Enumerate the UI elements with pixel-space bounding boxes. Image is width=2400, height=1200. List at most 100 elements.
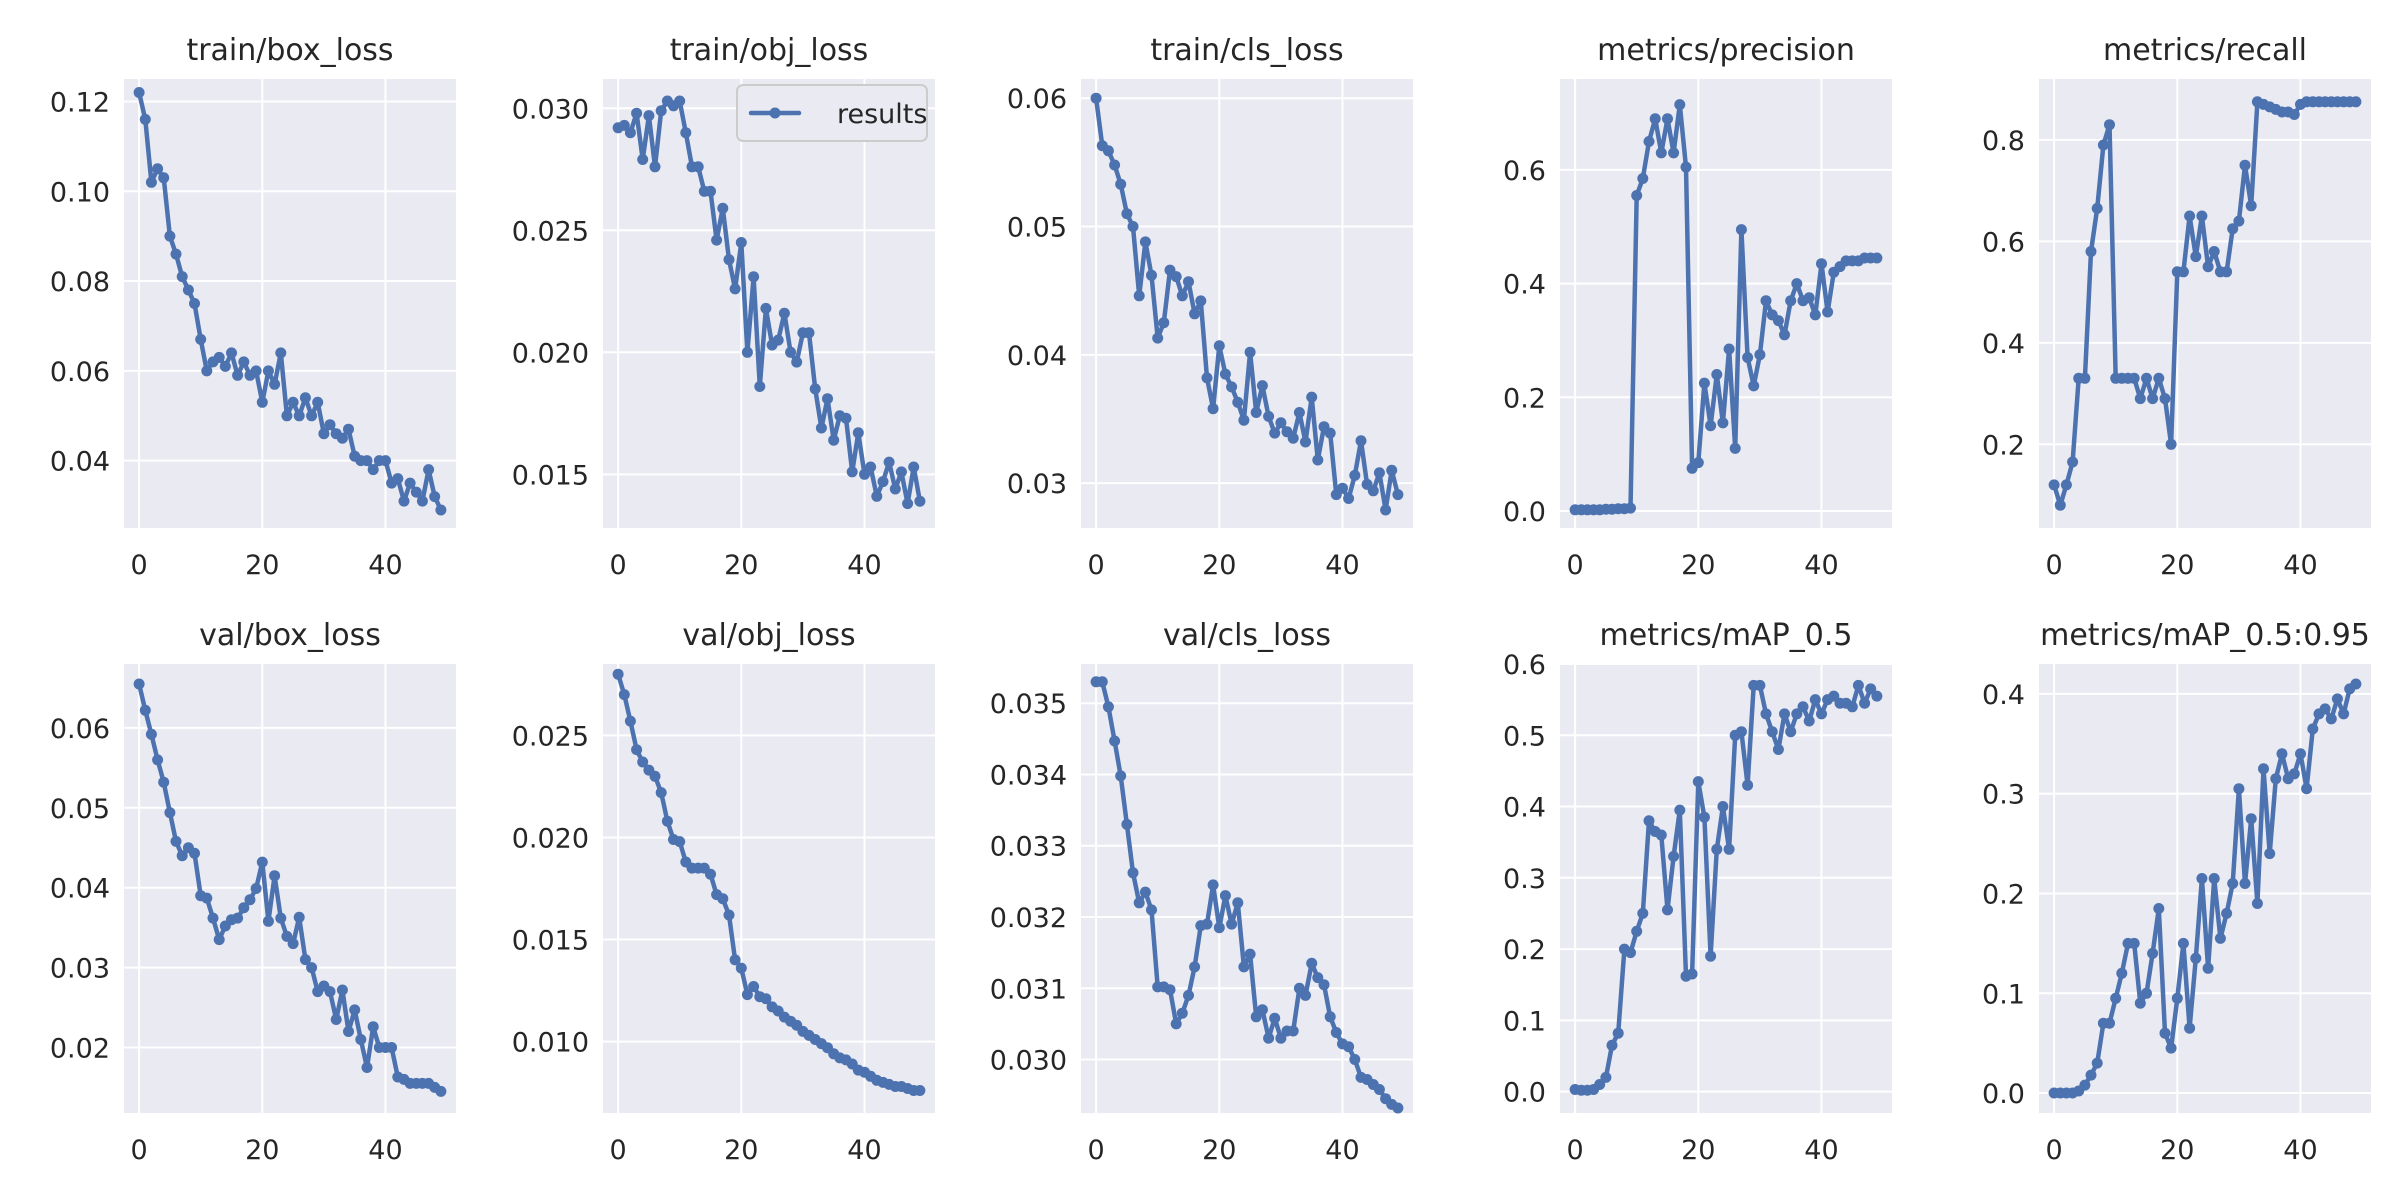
y-tick-label: 0.05: [1007, 213, 1067, 244]
data-point: [2067, 456, 2079, 468]
data-point: [262, 915, 274, 927]
x-tick-label: 40: [1804, 1135, 1838, 1166]
data-point: [281, 930, 293, 942]
data-point: [1631, 925, 1643, 937]
data-point: [1662, 113, 1673, 125]
data-point: [1300, 989, 1311, 1001]
subplot-title: metrics/recall: [2103, 33, 2307, 68]
data-point: [723, 909, 735, 921]
x-tick-label: 40: [368, 550, 402, 581]
data-point: [1828, 690, 1840, 702]
y-tick-label: 0.0: [1503, 497, 1546, 528]
y-tick-label: 0.10: [50, 177, 110, 208]
data-point: [1742, 779, 1754, 791]
data-point: [692, 161, 704, 173]
data-point: [705, 868, 716, 880]
data-point: [1698, 377, 1710, 389]
data-point: [1662, 904, 1673, 916]
data-point: [164, 807, 176, 819]
data-point: [772, 334, 784, 346]
data-point: [1649, 113, 1661, 125]
data-point: [895, 466, 907, 478]
data-point: [680, 127, 692, 139]
data-point: [189, 847, 200, 859]
data-point: [1207, 403, 1219, 415]
x-tick-label: 40: [368, 1135, 402, 1166]
data-point: [133, 678, 145, 690]
plot-area: [124, 79, 456, 528]
data-point: [1127, 867, 1139, 879]
plot-area: [1560, 79, 1892, 528]
data-point: [324, 986, 336, 998]
data-point: [1367, 485, 1379, 497]
data-point: [1680, 161, 1692, 173]
data-point: [2239, 159, 2251, 171]
legend-label: results: [837, 99, 927, 130]
x-tick-label: 20: [1681, 1135, 1715, 1166]
data-point: [2208, 873, 2220, 884]
data-point: [785, 346, 797, 358]
data-point: [1698, 811, 1710, 823]
data-point: [1226, 918, 1238, 930]
data-point: [170, 248, 182, 260]
data-point: [2202, 962, 2214, 974]
data-point: [2116, 967, 2128, 979]
y-tick-label: 0.2: [1982, 879, 2025, 910]
data-point: [1637, 907, 1649, 919]
subplot-metrics-map-0-5-0-95: 0 20 40 0.0 0.1 0.2 0.3 0.4 metrics/mAP_0.5:0.95: [1982, 618, 2371, 1166]
y-tick-label: 0.12: [50, 87, 110, 118]
data-point: [306, 410, 318, 422]
data-point: [754, 381, 766, 392]
data-point: [1164, 984, 1176, 996]
data-point: [2350, 678, 2362, 690]
data-point: [1809, 309, 1821, 321]
data-point: [299, 392, 311, 404]
data-point: [1606, 1039, 1618, 1051]
data-point: [1373, 1084, 1385, 1095]
data-point: [1631, 190, 1643, 201]
data-point: [637, 756, 649, 768]
y-tick-label: 0.025: [512, 216, 589, 247]
data-point: [2190, 952, 2202, 964]
data-point: [1637, 173, 1649, 184]
data-point: [2251, 898, 2263, 909]
data-point: [1754, 349, 1766, 361]
data-point: [1392, 489, 1404, 501]
data-point: [1201, 918, 1213, 930]
data-point: [914, 1085, 926, 1096]
data-point: [330, 1014, 342, 1025]
data-point: [1189, 308, 1201, 320]
data-point: [631, 107, 643, 119]
subplot-train-box-loss: 0 20 40 0.04 0.06 0.08 0.10 0.12 train/box_loss: [50, 33, 456, 581]
data-point: [1269, 1012, 1281, 1024]
data-point: [908, 461, 920, 473]
data-point: [1287, 1025, 1299, 1037]
data-point: [1594, 1079, 1606, 1090]
data-point: [822, 393, 833, 405]
data-point: [1121, 208, 1133, 220]
data-point: [1705, 420, 1717, 432]
data-point: [1121, 818, 1133, 830]
data-point: [1300, 436, 1311, 448]
data-point: [293, 911, 305, 923]
y-tick-label: 0.4: [1982, 329, 2025, 360]
data-point: [1760, 708, 1772, 720]
data-point: [1201, 372, 1213, 384]
y-tick-label: 0.6: [1503, 650, 1546, 681]
data-point: [1803, 715, 1815, 727]
data-point: [1766, 726, 1778, 738]
data-point: [238, 356, 250, 368]
data-point: [1244, 346, 1256, 358]
data-point: [1176, 1007, 1188, 1019]
legend-marker: [769, 107, 781, 119]
data-point: [1643, 815, 1655, 827]
data-point: [1655, 829, 1667, 841]
data-point: [1244, 948, 1256, 960]
data-point: [2159, 1027, 2171, 1039]
data-point: [219, 360, 231, 372]
data-point: [2196, 210, 2208, 222]
data-point: [176, 850, 188, 862]
data-point: [1312, 454, 1324, 466]
data-point: [2245, 813, 2257, 825]
y-tick-label: 0.025: [512, 721, 589, 752]
